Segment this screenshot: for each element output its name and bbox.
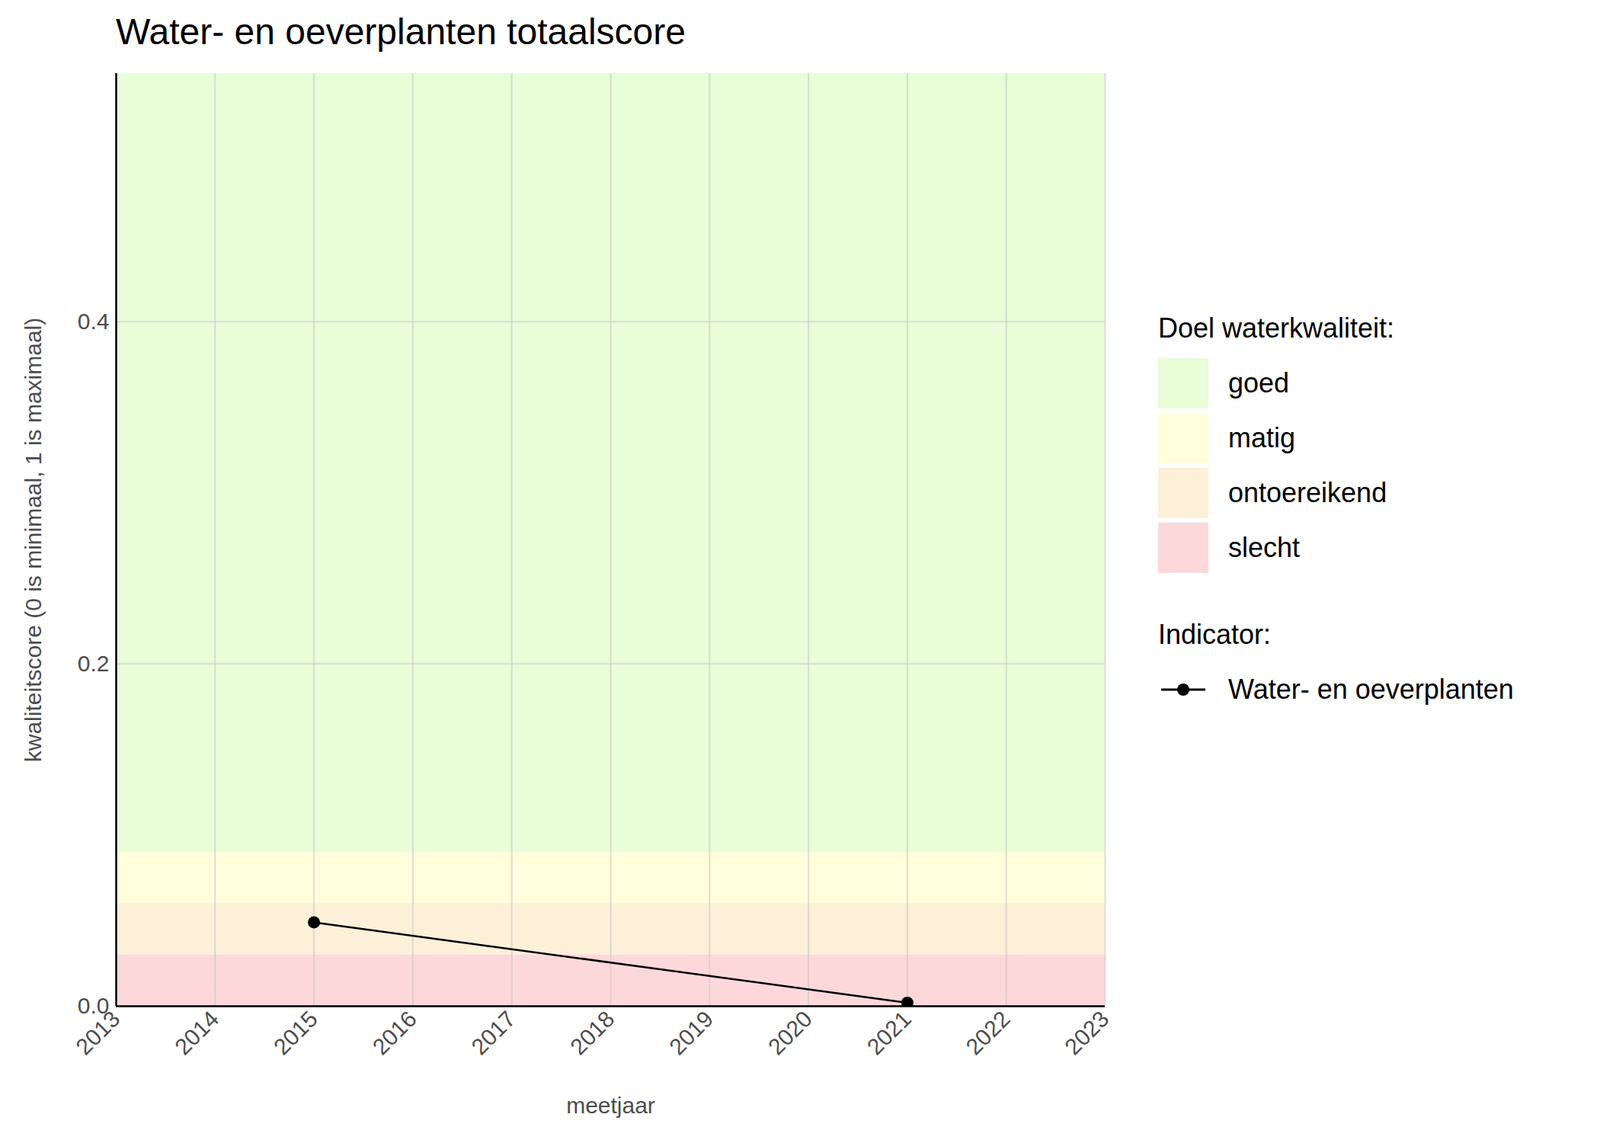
svg-text:2023: 2023 [1059,1005,1114,1060]
svg-text:2018: 2018 [565,1005,620,1060]
svg-text:2014: 2014 [169,1005,224,1060]
svg-text:2019: 2019 [664,1005,719,1060]
html-text:ontoereikend: ontoereikend [1228,476,1387,509]
html-text:Indicator:: Indicator: [1158,618,1271,650]
svg-text:0.4: 0.4 [77,308,110,334]
svg-text:2022: 2022 [960,1005,1015,1060]
svg-text:2020: 2020 [763,1005,818,1060]
svg-text:2021: 2021 [861,1005,916,1060]
svg-text:2017: 2017 [466,1005,521,1060]
svg-text:2013: 2013 [70,1005,125,1060]
svg-text:kwaliteitscore (0 is minimaal,: kwaliteitscore (0 is minimaal, 1 is maxi… [20,317,46,762]
html-text:slecht: slecht [1228,531,1300,564]
html-text:matig: matig [1228,422,1296,454]
svg-text:2015: 2015 [268,1005,324,1060]
html-text:Water- en oeverplanten: Water- en oeverplanten [1228,673,1514,705]
svg-text:0.0: 0.0 [77,992,110,1018]
html-text:Water- en oeverplanten totaals: Water- en oeverplanten totaalscore [115,11,686,52]
svg-text:meetjaar: meetjaar [566,1092,656,1118]
html-text:goed: goed [1228,367,1290,399]
svg-text:2016: 2016 [367,1005,422,1060]
svg-text:0.2: 0.2 [77,650,110,676]
html-text:Doel waterkwaliteit:: Doel waterkwaliteit: [1158,312,1395,344]
